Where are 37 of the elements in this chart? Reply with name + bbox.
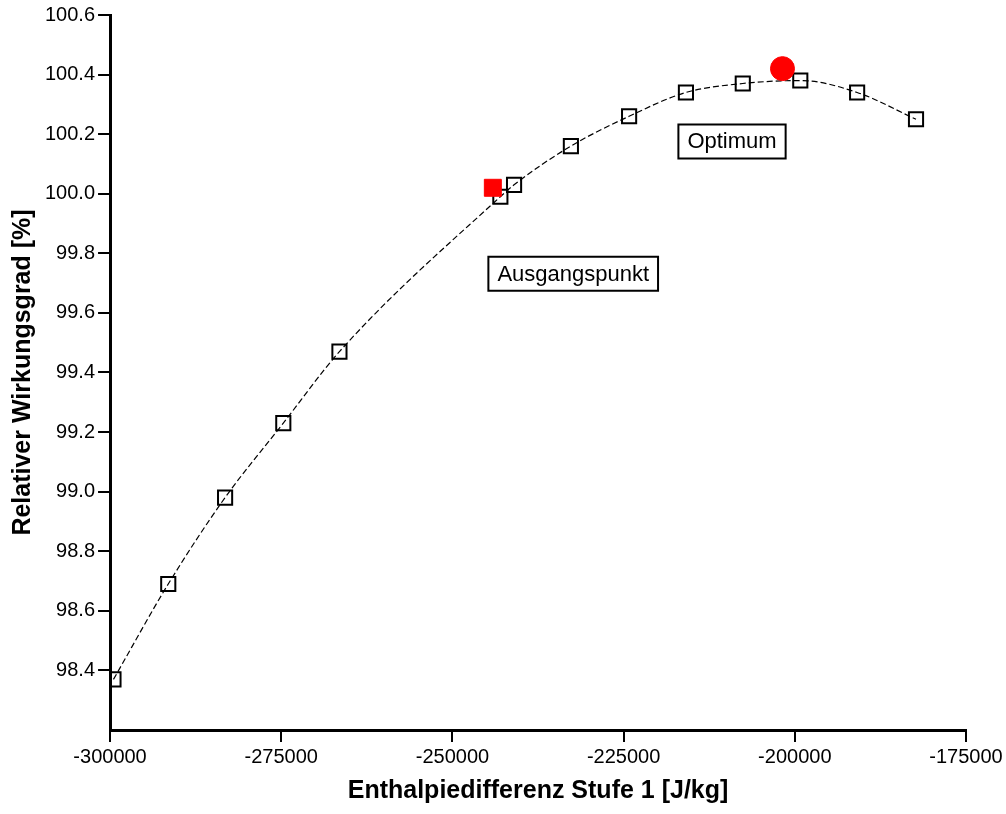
y-tick-label: 100.0 [44, 181, 96, 204]
y-tick-label: 98.4 [56, 657, 96, 680]
point [217, 489, 234, 506]
point [792, 72, 809, 89]
x-tick-label: -275000 [244, 744, 318, 767]
x-tick-label: -200000 [758, 744, 832, 767]
x-axis-title: Enthalpiedifferenz Stufe 1 [J/kg] [347, 774, 729, 803]
annotation: Optimum [687, 128, 777, 154]
y-axis-title: Relativer Wirkungsgrad [%] [6, 209, 35, 536]
point [275, 415, 292, 432]
y-tick-label: 98.6 [56, 598, 96, 621]
y-tick-label: 99.6 [56, 300, 96, 323]
point [160, 575, 177, 593]
point [677, 84, 694, 101]
y-tick-label: 100.4 [44, 62, 96, 85]
y-tick-label: 100.6 [44, 2, 96, 25]
point [621, 108, 638, 125]
y-tick-label: 98.8 [56, 538, 96, 561]
point [907, 111, 925, 128]
point [769, 56, 795, 82]
y-tick-label: 99.8 [56, 240, 96, 263]
point [492, 188, 509, 205]
y-tick-label: 99.2 [56, 419, 96, 442]
point [483, 178, 502, 197]
y-tick-label: 100.2 [44, 121, 96, 144]
x-tick-label: -250000 [415, 744, 490, 767]
x-tick-label: -175000 [929, 744, 1003, 767]
annotation: Ausgangspunkt [497, 260, 650, 286]
point [734, 75, 751, 92]
y-tick-label: 99.4 [56, 360, 96, 383]
point [562, 138, 579, 155]
x-tick-label: -225000 [586, 744, 661, 767]
point [505, 176, 523, 193]
point [331, 343, 348, 360]
point [849, 84, 866, 101]
y-tick-label: 99.0 [56, 479, 96, 502]
x-tick-label: -300000 [73, 744, 147, 767]
